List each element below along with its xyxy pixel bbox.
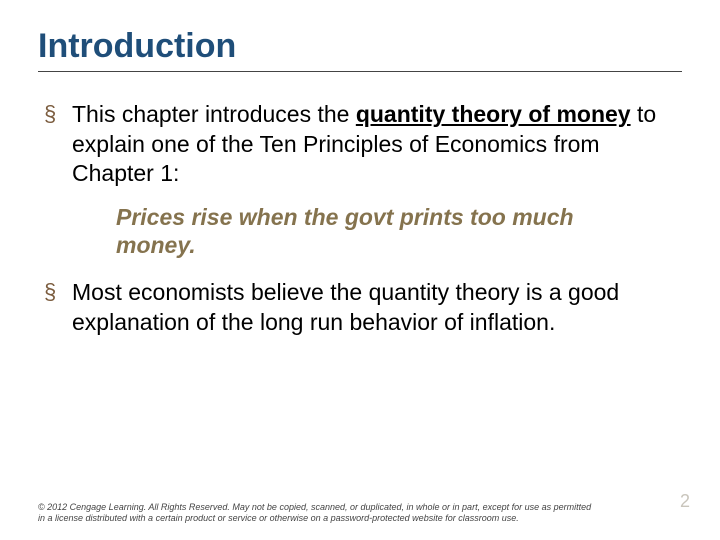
principle-quote: Prices rise when the govt prints too muc… [116, 203, 606, 261]
slide-container: Introduction This chapter introduces the… [0, 0, 720, 540]
title-rule [38, 71, 682, 72]
bullet-item-1: This chapter introduces the quantity the… [40, 100, 682, 188]
bullet-list: This chapter introduces the quantity the… [38, 100, 682, 188]
slide-title: Introduction [38, 28, 682, 65]
bullet1-bold: quantity theory of money [356, 101, 631, 127]
bullet-item-2: Most economists believe the quantity the… [40, 278, 682, 337]
bullet-list-2: Most economists believe the quantity the… [38, 278, 682, 337]
page-number: 2 [680, 491, 690, 512]
copyright-footer: © 2012 Cengage Learning. All Rights Rese… [38, 502, 598, 525]
bullet1-pre: This chapter introduces the [72, 101, 356, 127]
